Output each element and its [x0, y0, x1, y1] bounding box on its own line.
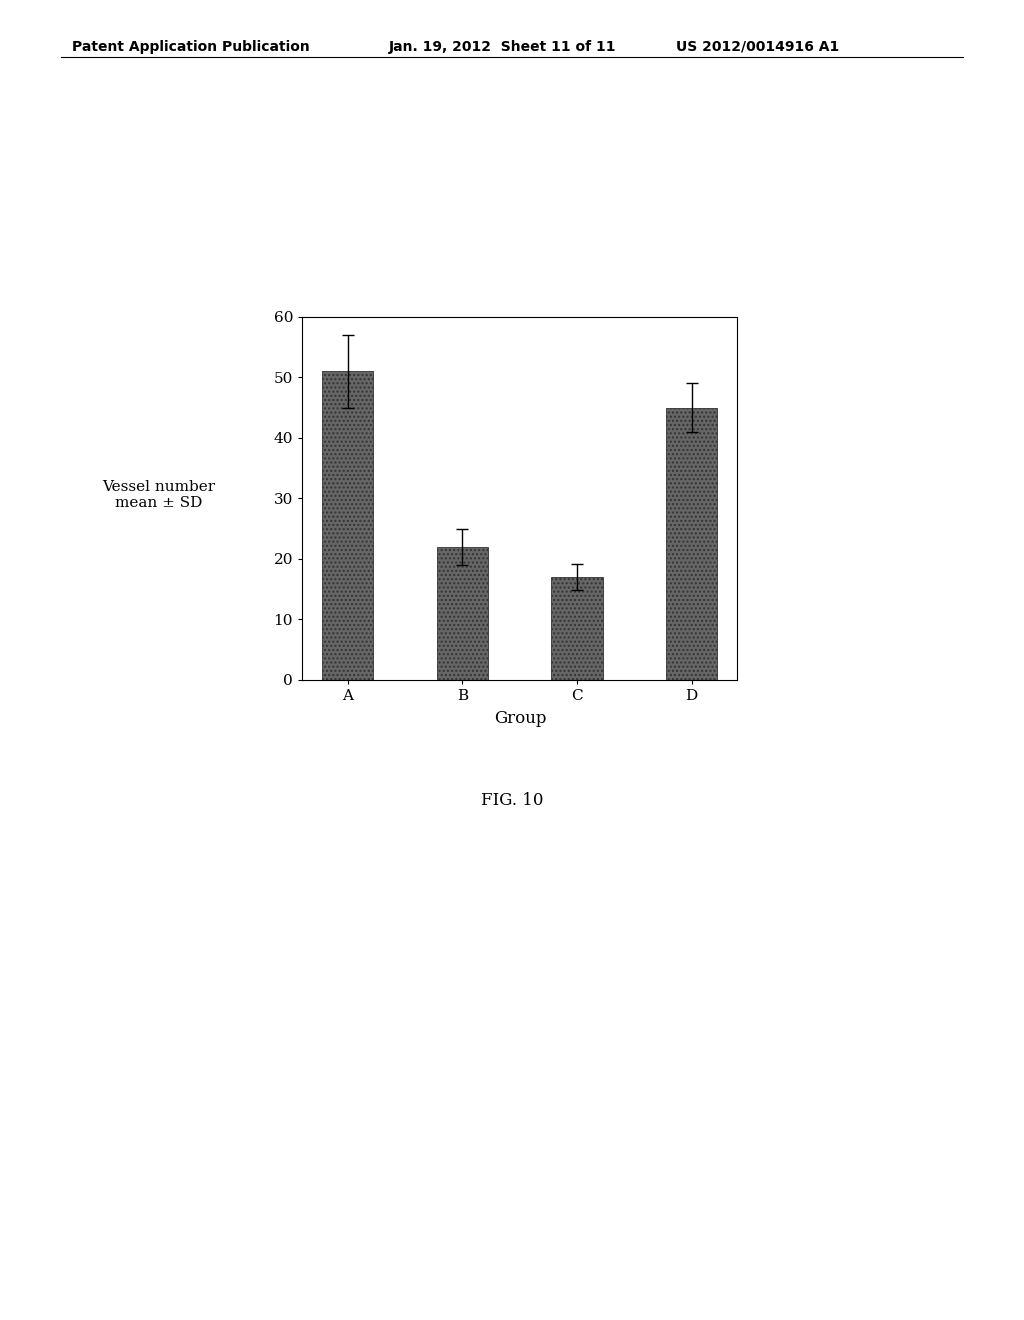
- Text: Jan. 19, 2012  Sheet 11 of 11: Jan. 19, 2012 Sheet 11 of 11: [389, 40, 616, 54]
- Bar: [551, 577, 603, 680]
- Bar: [322, 371, 374, 680]
- Text: US 2012/0014916 A1: US 2012/0014916 A1: [676, 40, 839, 54]
- Text: Patent Application Publication: Patent Application Publication: [72, 40, 309, 54]
- Bar: [666, 408, 718, 680]
- Text: Vessel number
mean ± SD: Vessel number mean ± SD: [102, 480, 215, 510]
- Bar: [436, 546, 488, 680]
- Text: Group: Group: [494, 710, 547, 727]
- Text: FIG. 10: FIG. 10: [480, 792, 544, 809]
